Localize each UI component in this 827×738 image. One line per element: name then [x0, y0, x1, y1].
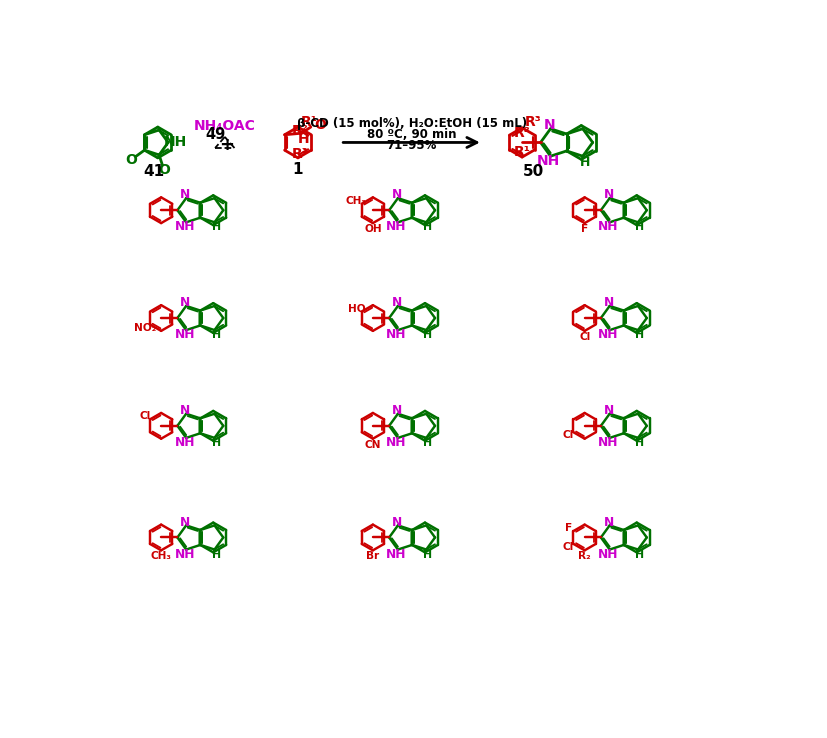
Text: NH: NH — [164, 136, 187, 150]
Text: N: N — [604, 516, 614, 528]
Text: 49: 49 — [205, 127, 226, 142]
Text: H: H — [423, 550, 433, 559]
Text: N: N — [392, 404, 402, 417]
Text: H: H — [423, 222, 433, 232]
Text: N: N — [604, 404, 614, 417]
Text: NH₄OAC: NH₄OAC — [194, 119, 256, 133]
Text: CH₃: CH₃ — [151, 551, 172, 562]
Text: N: N — [180, 296, 190, 309]
Text: Cl: Cl — [579, 332, 590, 342]
Text: NH: NH — [598, 220, 619, 233]
Text: H: H — [635, 550, 644, 559]
Text: F: F — [581, 224, 588, 234]
Text: O: O — [126, 153, 137, 167]
Text: NH: NH — [598, 548, 619, 561]
Text: H: H — [635, 222, 644, 232]
Text: Cl: Cl — [562, 542, 574, 552]
Text: R³: R³ — [524, 115, 541, 129]
Text: NH: NH — [174, 328, 195, 341]
Text: O: O — [158, 163, 170, 177]
Text: 50: 50 — [523, 165, 544, 179]
Text: NH: NH — [174, 436, 195, 449]
Text: R¹: R¹ — [514, 145, 530, 159]
Text: NH: NH — [174, 548, 195, 561]
Text: Cl: Cl — [139, 411, 151, 421]
Text: R₂: R₂ — [578, 551, 591, 562]
Text: R¹: R¹ — [300, 114, 317, 128]
Text: R²: R² — [292, 124, 309, 138]
Text: R²: R² — [514, 126, 530, 139]
Text: H: H — [635, 438, 644, 448]
Text: β-CD (15 mol%), H₂O:EtOH (15 mL): β-CD (15 mol%), H₂O:EtOH (15 mL) — [297, 117, 527, 131]
Text: N: N — [392, 296, 402, 309]
Text: NH: NH — [386, 436, 407, 449]
Text: N: N — [180, 188, 190, 201]
Text: 71–95%: 71–95% — [387, 139, 437, 152]
Text: N: N — [604, 188, 614, 201]
Text: H: H — [212, 438, 221, 448]
Text: NH: NH — [598, 436, 619, 449]
Text: N: N — [392, 188, 402, 201]
Text: NH: NH — [386, 220, 407, 233]
Text: F: F — [565, 523, 571, 533]
Text: 80 ºC, 90 min: 80 ºC, 90 min — [367, 128, 457, 141]
Text: Cl: Cl — [562, 430, 574, 441]
Text: H: H — [580, 156, 590, 168]
Text: H: H — [635, 330, 644, 340]
Text: 1: 1 — [293, 162, 304, 177]
Text: Br: Br — [366, 551, 380, 562]
Text: H: H — [423, 438, 433, 448]
Text: NH: NH — [174, 220, 195, 233]
Text: H: H — [212, 330, 221, 340]
Text: N: N — [543, 118, 555, 132]
Text: N: N — [392, 516, 402, 528]
Text: O: O — [314, 118, 327, 132]
Text: H: H — [212, 550, 221, 559]
Text: NH: NH — [386, 548, 407, 561]
Text: N: N — [180, 404, 190, 417]
Text: CH₃: CH₃ — [346, 196, 367, 206]
Text: H: H — [212, 222, 221, 232]
Text: N: N — [180, 516, 190, 528]
Text: NH: NH — [386, 328, 407, 341]
Text: N: N — [604, 296, 614, 309]
Text: CN: CN — [365, 440, 381, 449]
Text: OH: OH — [364, 224, 382, 234]
Text: 41: 41 — [143, 165, 165, 179]
Text: +: + — [220, 136, 235, 154]
Text: R³: R³ — [292, 147, 309, 161]
Text: NO₂: NO₂ — [134, 323, 155, 333]
Text: NH: NH — [538, 154, 561, 168]
Text: H: H — [298, 132, 309, 146]
Text: NH: NH — [598, 328, 619, 341]
Text: H: H — [423, 330, 433, 340]
Text: HO: HO — [347, 303, 366, 314]
